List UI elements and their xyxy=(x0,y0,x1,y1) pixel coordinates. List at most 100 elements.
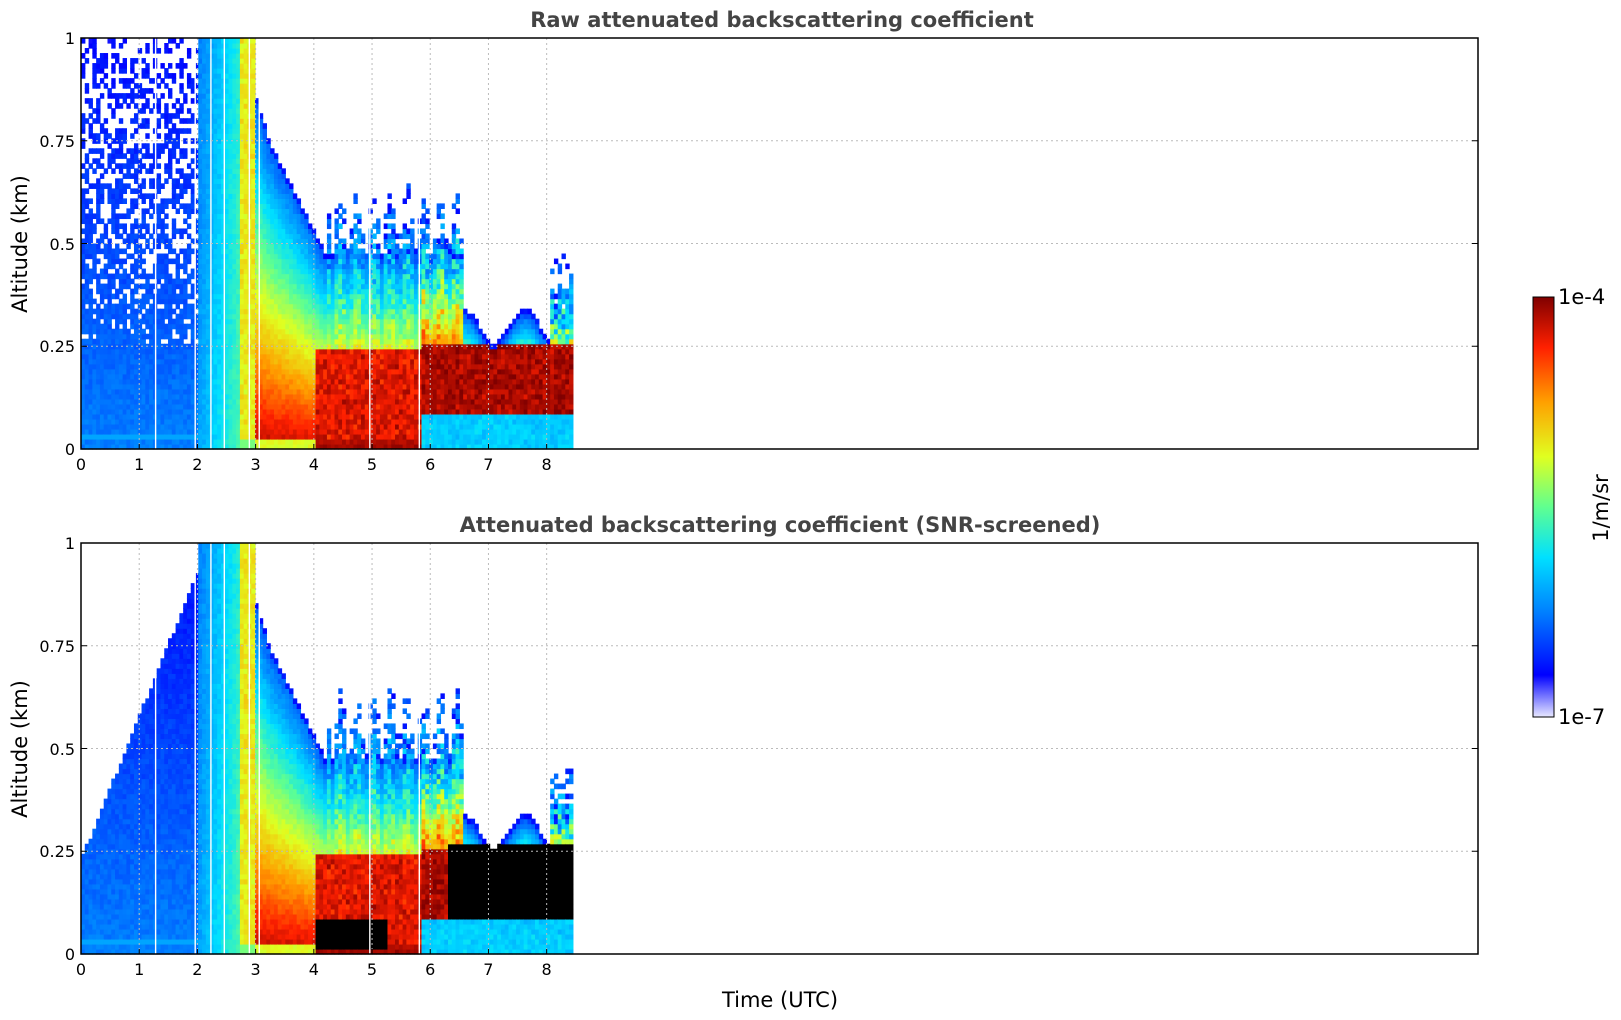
heatmap-cell xyxy=(137,388,143,395)
heatmap-cell xyxy=(198,223,203,230)
heatmap-cell xyxy=(122,428,127,435)
heatmap-cell xyxy=(96,318,101,325)
heatmap-cell xyxy=(179,188,184,194)
heatmap-cell xyxy=(103,248,109,255)
heatmap-cell xyxy=(270,283,275,290)
heatmap-cell xyxy=(277,298,283,305)
heatmap-cell xyxy=(232,173,237,179)
heatmap-cell xyxy=(115,308,120,315)
heatmap-cell xyxy=(236,398,241,405)
heatmap-cell xyxy=(190,268,196,275)
heatmap-cell xyxy=(398,323,404,330)
heatmap-cell xyxy=(334,318,339,325)
heatmap-cell xyxy=(194,263,199,270)
heatmap-cell xyxy=(202,383,207,390)
heatmap-cell xyxy=(149,293,154,300)
heatmap-cell xyxy=(141,363,146,370)
heatmap-cell xyxy=(308,278,313,285)
heatmap-cell xyxy=(236,288,241,295)
heatmap-cell xyxy=(220,63,226,69)
heatmap-cell xyxy=(224,408,230,415)
heatmap-cell xyxy=(273,408,279,415)
heatmap-cell xyxy=(239,318,245,325)
heatmap-cell xyxy=(304,333,309,340)
heatmap-cell xyxy=(345,398,351,405)
heatmap-cell xyxy=(198,213,203,220)
heatmap-cell xyxy=(198,203,203,210)
heatmap-cell xyxy=(387,328,392,335)
heatmap-cell xyxy=(92,273,97,280)
heatmap-cell xyxy=(270,238,275,245)
heatmap-cell xyxy=(202,38,207,44)
heatmap-cell xyxy=(175,198,180,204)
heatmap-cell xyxy=(168,383,173,390)
heatmap-cell xyxy=(111,228,116,235)
heatmap-cell xyxy=(168,113,173,119)
heatmap-cell xyxy=(285,293,290,300)
heatmap-cell xyxy=(202,358,207,365)
heatmap-cell xyxy=(141,398,146,405)
heatmap-cell xyxy=(376,443,381,450)
heatmap-cell xyxy=(410,288,415,295)
heatmap-cell xyxy=(179,168,184,174)
heatmap-cell xyxy=(118,313,124,320)
heatmap-cell xyxy=(111,158,116,164)
heatmap-cell xyxy=(281,298,286,305)
heatmap-cell xyxy=(277,313,283,320)
heatmap-cell xyxy=(133,178,139,184)
heatmap-cell xyxy=(149,193,154,199)
heatmap-cell xyxy=(92,393,97,400)
heatmap-cell xyxy=(111,383,116,390)
heatmap-cell xyxy=(251,198,256,204)
heatmap-cell xyxy=(168,388,173,395)
heatmap-cell xyxy=(410,358,415,365)
heatmap-cell xyxy=(164,108,169,114)
heatmap-cell xyxy=(220,348,226,355)
heatmap-cell xyxy=(84,213,90,220)
heatmap-cell xyxy=(228,128,233,134)
heatmap-cell xyxy=(81,163,86,169)
heatmap-cell xyxy=(296,208,302,215)
heatmap-cell xyxy=(372,283,377,290)
heatmap-cell xyxy=(213,263,218,270)
heatmap-cell xyxy=(262,323,267,330)
heatmap-cell xyxy=(383,393,389,400)
heatmap-cell xyxy=(198,163,203,169)
heatmap-cell xyxy=(266,348,271,355)
heatmap-cell xyxy=(183,208,188,215)
heatmap-cell xyxy=(232,188,237,194)
heatmap-cell xyxy=(353,293,358,300)
heatmap-cell xyxy=(133,73,139,79)
heatmap-cell xyxy=(273,283,279,290)
heatmap-cell xyxy=(209,63,215,69)
heatmap-cell xyxy=(353,323,358,330)
heatmap-cell xyxy=(209,238,215,245)
heatmap-cell xyxy=(126,423,131,430)
heatmap-cell xyxy=(149,178,154,184)
heatmap-cell xyxy=(391,233,396,240)
heatmap-cell xyxy=(198,323,203,330)
heatmap-cell xyxy=(103,428,109,435)
heatmap-cell xyxy=(368,208,373,215)
heatmap-cell xyxy=(84,218,90,225)
heatmap-cell xyxy=(349,288,355,295)
heatmap-cell xyxy=(304,313,309,320)
heatmap-cell xyxy=(413,303,419,310)
heatmap-cell xyxy=(145,433,150,440)
heatmap-cell xyxy=(118,223,124,230)
heatmap-cell xyxy=(395,273,400,280)
heatmap-cell xyxy=(296,228,302,235)
heatmap-cell xyxy=(96,58,101,64)
heatmap-cell xyxy=(194,218,199,225)
heatmap-cell xyxy=(220,393,226,400)
heatmap-cell xyxy=(92,168,97,174)
heatmap-cell xyxy=(186,53,192,59)
heatmap-cell xyxy=(277,368,283,375)
heatmap-cell xyxy=(323,438,328,445)
heatmap-cell xyxy=(236,348,241,355)
heatmap-cell xyxy=(368,243,373,250)
heatmap-cell xyxy=(308,333,313,340)
heatmap-cell xyxy=(353,363,358,370)
heatmap-cell xyxy=(122,313,127,320)
heatmap-cell xyxy=(141,413,146,420)
